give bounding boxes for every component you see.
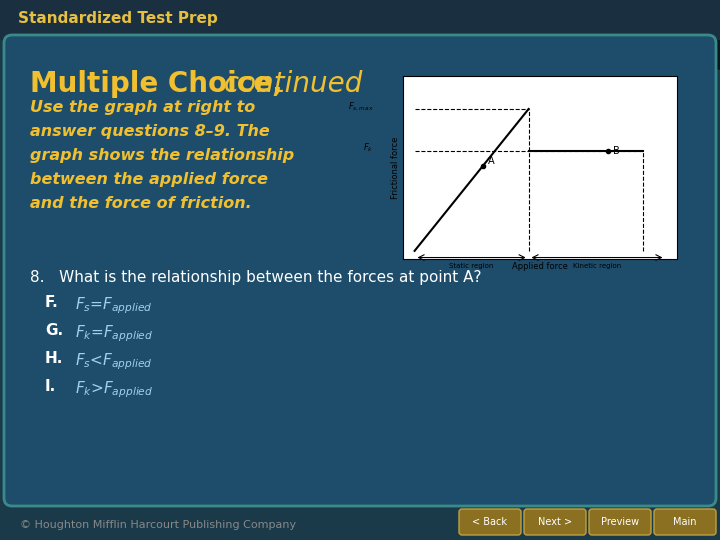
- Text: $F_{s, max}$: $F_{s, max}$: [348, 100, 374, 113]
- Text: $F_s$=$F_{applied}$: $F_s$=$F_{applied}$: [75, 295, 153, 315]
- Text: Static region: Static region: [449, 262, 494, 268]
- Text: $F_k$=$F_{applied}$: $F_k$=$F_{applied}$: [75, 323, 153, 343]
- Text: < Back: < Back: [472, 517, 508, 527]
- Text: B: B: [613, 146, 620, 156]
- Text: $F_k$: $F_k$: [363, 141, 374, 154]
- FancyBboxPatch shape: [589, 509, 651, 535]
- Text: G.: G.: [45, 323, 63, 338]
- Polygon shape: [400, 0, 720, 70]
- FancyBboxPatch shape: [459, 509, 521, 535]
- Text: F.: F.: [45, 295, 59, 310]
- Text: and the force of friction.: and the force of friction.: [30, 196, 252, 211]
- Text: answer questions 8–9. The: answer questions 8–9. The: [30, 124, 270, 139]
- Text: Preview: Preview: [601, 517, 639, 527]
- X-axis label: Applied force: Applied force: [512, 262, 568, 271]
- Text: Multiple Choice,: Multiple Choice,: [30, 70, 283, 98]
- FancyBboxPatch shape: [654, 509, 716, 535]
- Text: between the applied force: between the applied force: [30, 172, 268, 187]
- FancyBboxPatch shape: [4, 35, 716, 506]
- Text: Next >: Next >: [538, 517, 572, 527]
- Text: graph shows the relationship: graph shows the relationship: [30, 148, 294, 163]
- Text: continued: continued: [215, 70, 362, 98]
- Text: A: A: [487, 156, 494, 166]
- Text: Main: Main: [673, 517, 697, 527]
- Text: Kinetic region: Kinetic region: [573, 262, 621, 268]
- FancyBboxPatch shape: [524, 509, 586, 535]
- Text: I.: I.: [45, 379, 56, 394]
- Text: 8.   What is the relationship between the forces at point A?: 8. What is the relationship between the …: [30, 270, 482, 285]
- Text: $F_k$>$F_{applied}$: $F_k$>$F_{applied}$: [75, 379, 153, 400]
- FancyBboxPatch shape: [0, 0, 720, 40]
- Text: © Houghton Mifflin Harcourt Publishing Company: © Houghton Mifflin Harcourt Publishing C…: [20, 520, 296, 530]
- Text: H.: H.: [45, 351, 63, 366]
- Text: $F_s$<$F_{applied}$: $F_s$<$F_{applied}$: [75, 351, 153, 372]
- Text: Use the graph at right to: Use the graph at right to: [30, 100, 256, 115]
- Text: Standardized Test Prep: Standardized Test Prep: [18, 11, 217, 26]
- Y-axis label: Frictional force: Frictional force: [392, 136, 400, 199]
